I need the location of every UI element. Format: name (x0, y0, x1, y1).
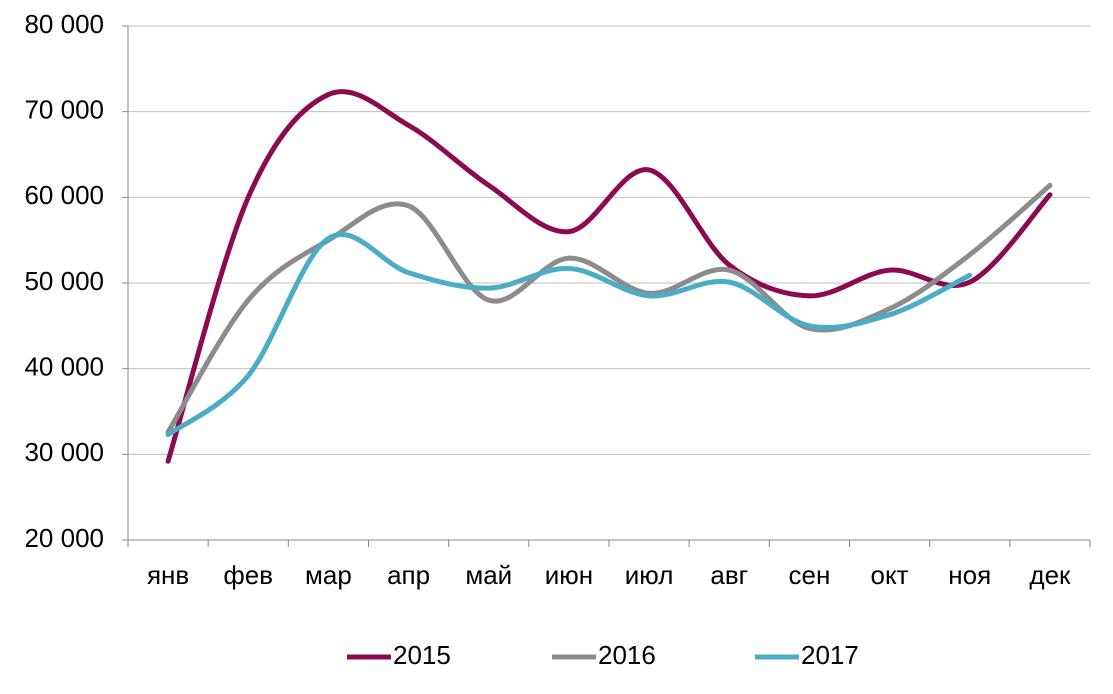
series-line (165, 89, 1053, 464)
x-tick-label: авг (710, 560, 748, 590)
y-tick-label: 30 000 (24, 437, 104, 467)
legend-label: 2015 (393, 640, 451, 670)
x-tick-label: сен (789, 560, 831, 590)
x-tick-label: июл (625, 560, 674, 590)
y-tick-label: 50 000 (24, 266, 104, 296)
y-tick-label: 70 000 (24, 95, 104, 125)
x-tick-label: янв (147, 560, 189, 590)
y-tick-label: 20 000 (24, 523, 104, 553)
legend-label: 2016 (598, 640, 656, 670)
x-tick-label: май (465, 560, 512, 590)
x-tick-label: фев (223, 560, 273, 590)
y-tick-label: 60 000 (24, 180, 104, 210)
x-tick-label: июн (545, 560, 593, 590)
series-line (165, 232, 973, 438)
x-tick-label: мар (305, 560, 352, 590)
series-line (165, 182, 1053, 435)
y-tick-label: 80 000 (24, 9, 104, 39)
x-tick-label: дек (1029, 560, 1071, 590)
x-tick-label: апр (387, 560, 430, 590)
x-tick-label: ноя (948, 560, 991, 590)
legend-label: 2017 (801, 640, 859, 670)
x-tick-label: окт (871, 560, 909, 590)
y-tick-label: 40 000 (24, 352, 104, 382)
